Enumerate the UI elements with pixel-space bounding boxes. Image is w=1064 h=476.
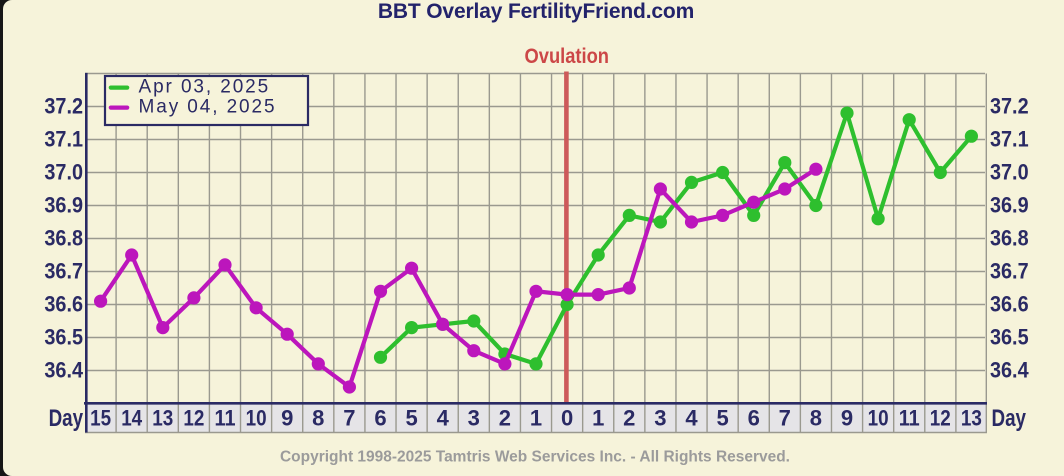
svg-text:15: 15 [90,405,111,430]
svg-text:36.4: 36.4 [44,358,83,383]
svg-text:9: 9 [281,405,293,430]
svg-text:36.9: 36.9 [990,193,1029,218]
svg-text:4: 4 [685,405,698,430]
svg-text:3: 3 [654,405,666,430]
svg-text:4: 4 [437,405,450,430]
svg-text:10: 10 [246,405,267,430]
svg-text:5: 5 [716,405,728,430]
svg-text:May 04, 2025: May 04, 2025 [139,97,277,118]
svg-text:36.5: 36.5 [44,325,83,350]
svg-text:7: 7 [343,405,355,430]
svg-text:Ovulation: Ovulation [525,45,610,68]
svg-text:Copyright 1998-2025 Tamtris We: Copyright 1998-2025 Tamtris Web Services… [280,449,790,466]
svg-text:37.2: 37.2 [44,94,83,119]
svg-text:37.1: 37.1 [990,127,1029,152]
svg-text:8: 8 [810,405,822,430]
svg-text:5: 5 [405,405,417,430]
svg-text:36.8: 36.8 [44,226,83,251]
svg-text:1: 1 [530,405,542,430]
svg-text:37.1: 37.1 [44,127,83,152]
svg-text:10: 10 [868,405,889,430]
svg-text:2: 2 [499,405,511,430]
svg-text:8: 8 [312,405,324,430]
svg-text:36.4: 36.4 [990,358,1029,383]
svg-text:3: 3 [468,405,480,430]
svg-text:14: 14 [121,405,143,430]
svg-text:37.0: 37.0 [44,160,83,185]
svg-text:36.6: 36.6 [990,292,1029,317]
svg-text:0: 0 [561,405,573,430]
svg-text:1: 1 [592,405,604,430]
svg-text:36.7: 36.7 [44,259,83,284]
svg-text:13: 13 [961,405,982,430]
svg-text:11: 11 [899,405,920,430]
svg-text:BBT Overlay FertilityFriend.co: BBT Overlay FertilityFriend.com [378,0,694,23]
svg-text:37.2: 37.2 [990,94,1029,119]
svg-text:36.8: 36.8 [990,226,1029,251]
svg-text:6: 6 [748,405,760,430]
svg-text:9: 9 [841,405,853,430]
svg-text:7: 7 [779,405,791,430]
svg-text:12: 12 [183,405,204,430]
svg-text:13: 13 [152,405,173,430]
svg-text:36.5: 36.5 [990,325,1029,350]
svg-text:36.7: 36.7 [990,259,1029,284]
svg-text:11: 11 [215,405,236,430]
svg-text:37.0: 37.0 [990,160,1029,185]
svg-text:12: 12 [930,405,951,430]
svg-text:Apr 03, 2025: Apr 03, 2025 [139,77,271,98]
svg-text:Day: Day [49,405,84,432]
svg-text:36.6: 36.6 [44,292,83,317]
svg-text:Day: Day [992,405,1027,432]
svg-text:2: 2 [623,405,635,430]
svg-text:6: 6 [374,405,386,430]
svg-text:36.9: 36.9 [44,193,83,218]
